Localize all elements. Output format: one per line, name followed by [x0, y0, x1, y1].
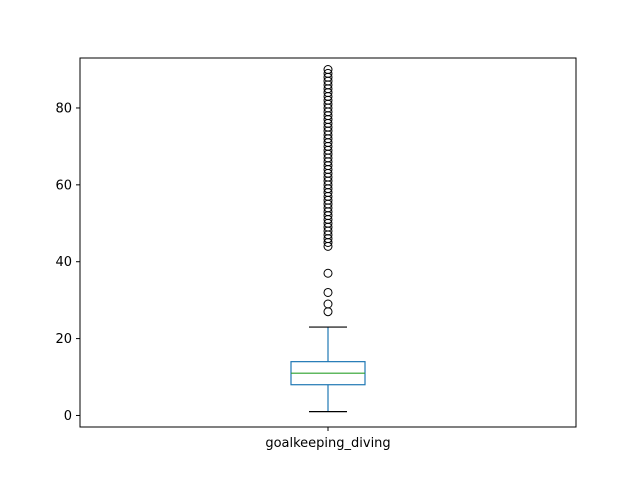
outlier-point	[323, 299, 333, 309]
y-tick-label: 40	[55, 255, 72, 270]
y-tick-label: 60	[55, 178, 72, 193]
outlier-point	[323, 287, 333, 297]
outlier-point	[323, 65, 333, 75]
outlier-point	[323, 307, 333, 317]
y-tick-label: 0	[64, 409, 72, 424]
y-tick-label: 80	[55, 101, 72, 116]
x-tick-label: goalkeeping_diving	[265, 436, 390, 451]
plot-layer	[290, 65, 366, 413]
axes-layer: 0 20 40 60 80 goalkeeping_diving	[55, 57, 577, 451]
outlier-point	[323, 68, 333, 78]
y-tick-label: 20	[55, 332, 72, 347]
outlier-point	[323, 268, 333, 278]
